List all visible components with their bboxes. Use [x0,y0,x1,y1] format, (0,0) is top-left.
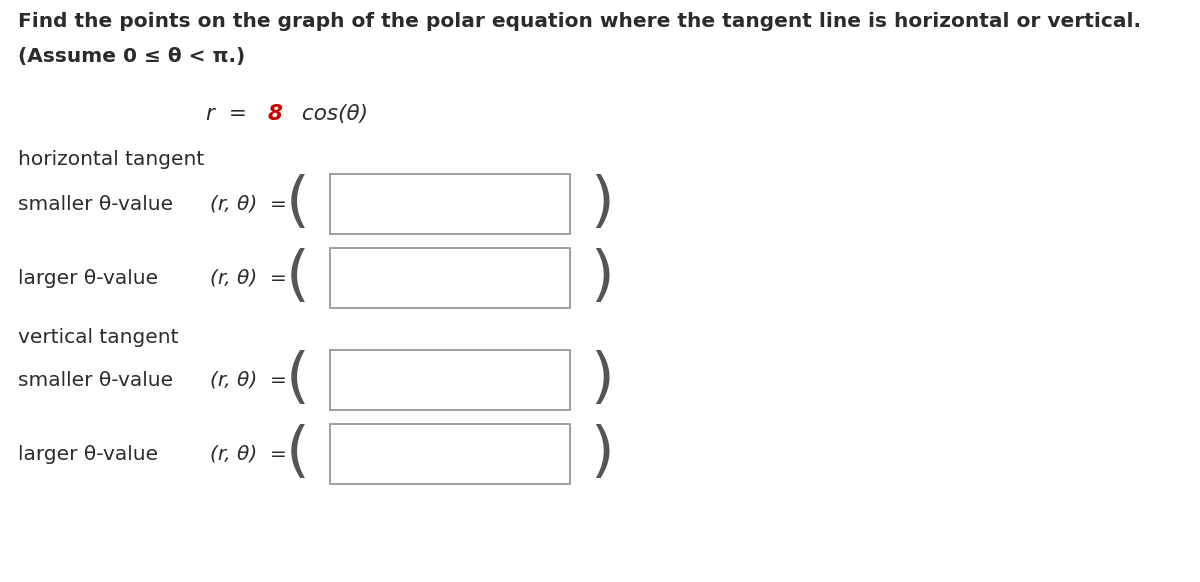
Text: (r, θ)  =: (r, θ) = [210,194,287,214]
Text: =: = [222,104,253,124]
Text: smaller θ-value: smaller θ-value [18,194,173,214]
Text: cos(θ): cos(θ) [295,104,368,124]
Text: larger θ-value: larger θ-value [18,268,158,288]
Text: smaller θ-value: smaller θ-value [18,371,173,389]
Text: 8: 8 [268,104,283,124]
Text: r: r [205,104,214,124]
Text: ): ) [590,249,614,307]
Text: (: ( [286,175,310,233]
Text: (Assume 0 ≤ θ < π.): (Assume 0 ≤ θ < π.) [18,47,245,66]
Text: (: ( [286,249,310,307]
Text: larger θ-value: larger θ-value [18,445,158,463]
Bar [330,424,570,484]
Text: ): ) [590,175,614,233]
Text: vertical tangent: vertical tangent [18,328,179,347]
Text: (r, θ)  =: (r, θ) = [210,445,287,463]
Bar [330,350,570,410]
Text: (: ( [286,424,310,484]
Text: ): ) [590,350,614,410]
Text: (r, θ)  =: (r, θ) = [210,371,287,389]
Bar [330,248,570,308]
Text: horizontal tangent: horizontal tangent [18,150,204,169]
Text: (r, θ)  =: (r, θ) = [210,268,287,288]
Text: ): ) [590,424,614,484]
Text: (: ( [286,350,310,410]
Text: Find the points on the graph of the polar equation where the tangent line is hor: Find the points on the graph of the pola… [18,12,1141,31]
Bar [330,174,570,234]
